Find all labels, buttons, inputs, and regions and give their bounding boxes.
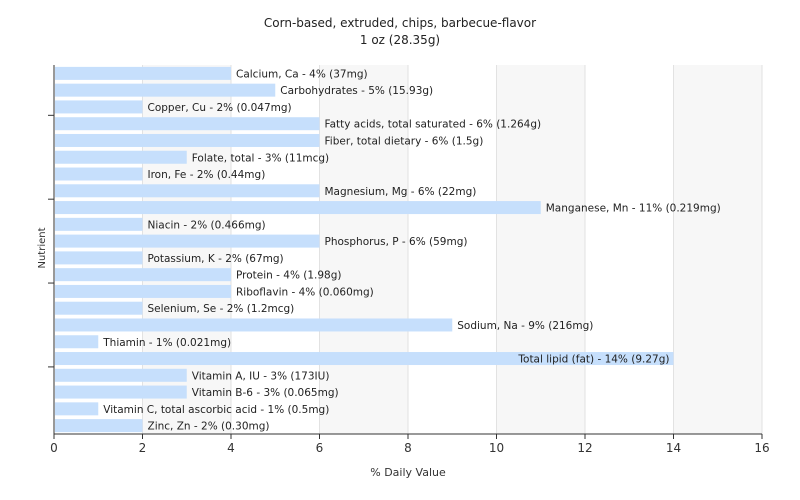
chart-title: Corn-based, extruded, chips, barbecue-fl… — [263, 16, 537, 30]
bar — [55, 133, 320, 147]
bar-label: Protein - 4% (1.98g) — [236, 270, 342, 282]
x-tick-label: 10 — [489, 441, 504, 455]
bar-label: Carbohydrates - 5% (15.93g) — [280, 85, 433, 97]
bar — [55, 83, 276, 97]
bar-label: Vitamin A, IU - 3% (173IU) — [192, 370, 330, 382]
grid-band — [673, 65, 762, 434]
bar — [55, 100, 143, 114]
bar-label: Manganese, Mn - 11% (0.219mg) — [546, 203, 721, 215]
bar — [55, 217, 143, 231]
bar-label: Vitamin C, total ascorbic acid - 1% (0.5… — [103, 404, 329, 416]
bar-label: Fatty acids, total saturated - 6% (1.264… — [325, 119, 542, 131]
x-tick-label: 2 — [139, 441, 147, 455]
bar-label: Phosphorus, P - 6% (59mg) — [325, 236, 468, 248]
bar — [55, 201, 541, 215]
bar — [55, 352, 674, 366]
bar — [55, 251, 143, 265]
bar-label: Iron, Fe - 2% (0.44mg) — [148, 169, 266, 181]
bar — [55, 268, 231, 282]
bar — [55, 301, 143, 315]
bar-label: Fiber, total dietary - 6% (1.5g) — [325, 135, 484, 147]
grid-band — [496, 65, 585, 434]
bar — [55, 150, 187, 164]
bar-label: Total lipid (fat) - 14% (9.27g) — [517, 354, 669, 366]
bar-label: Sodium, Na - 9% (216mg) — [457, 320, 593, 332]
x-tick-label: 16 — [754, 441, 769, 455]
bar-label: Magnesium, Mg - 6% (22mg) — [325, 186, 477, 198]
bar-label: Niacin - 2% (0.466mg) — [148, 219, 266, 231]
bar — [55, 402, 99, 416]
bar — [55, 234, 320, 248]
bar-label: Riboflavin - 4% (0.060mg) — [236, 286, 374, 298]
bar — [55, 117, 320, 131]
bar — [55, 368, 187, 382]
bar-label: Zinc, Zn - 2% (0.30mg) — [148, 421, 270, 433]
x-tick-label: 0 — [50, 441, 58, 455]
x-tick-label: 12 — [577, 441, 592, 455]
x-tick-label: 6 — [316, 441, 324, 455]
bar-label: Selenium, Se - 2% (1.2mcg) — [148, 303, 295, 315]
bar — [55, 318, 453, 332]
bar — [55, 335, 99, 349]
bar-label: Potassium, K - 2% (67mg) — [148, 253, 284, 265]
bar-label: Folate, total - 3% (11mcg) — [192, 152, 329, 164]
bar — [55, 419, 143, 433]
x-tick-label: 14 — [666, 441, 681, 455]
bar — [55, 66, 231, 80]
bar — [55, 284, 231, 298]
bar — [55, 385, 187, 399]
grid-band — [319, 65, 408, 434]
x-axis-label: % Daily Value — [370, 466, 446, 479]
bar — [55, 184, 320, 198]
x-tick-label: 8 — [404, 441, 412, 455]
bar — [55, 167, 143, 181]
chart-subtitle: 1 oz (28.35g) — [359, 33, 441, 47]
bar-label: Vitamin B-6 - 3% (0.065mg) — [192, 387, 339, 399]
axes: 0 2 4 6 8 10 12 14 16 — [48, 65, 770, 455]
bar-label: Thiamin - 1% (0.021mg) — [102, 337, 231, 349]
y-axis-label: Nutrient — [37, 227, 48, 268]
bars: Calcium, Ca - 4% (37mg) Carbohydrates - 5… — [55, 66, 721, 433]
x-tick-label: 4 — [227, 441, 235, 455]
bar-label: Copper, Cu - 2% (0.047mg) — [148, 102, 292, 114]
bar-label: Calcium, Ca - 4% (37mg) — [236, 68, 368, 80]
